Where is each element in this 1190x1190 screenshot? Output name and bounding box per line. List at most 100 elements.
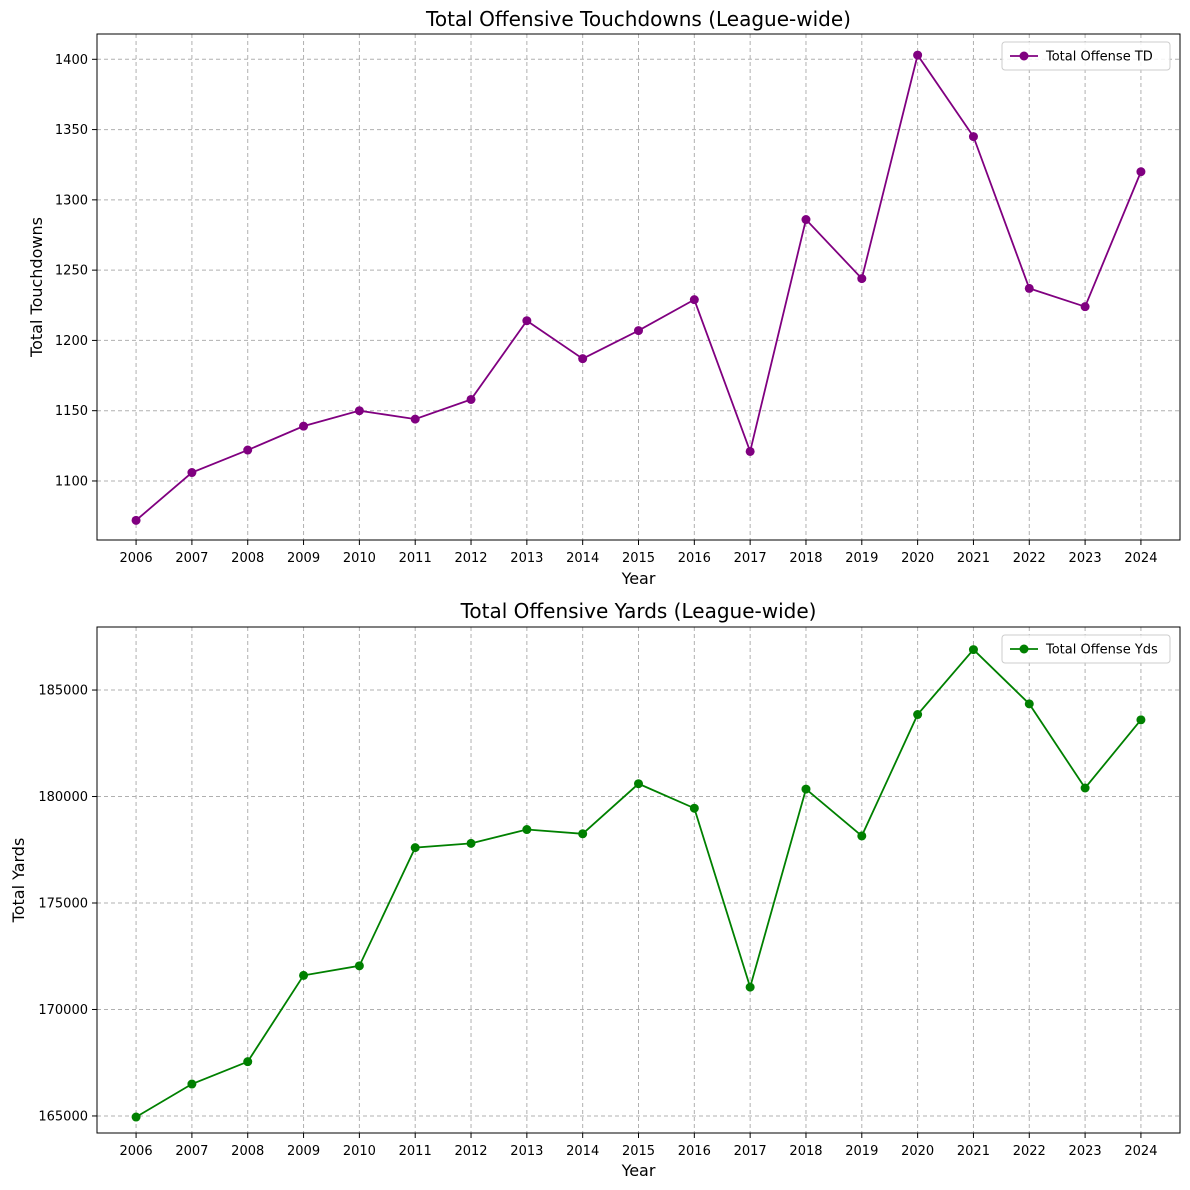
x-tick-label: 2007: [175, 551, 208, 566]
x-tick-label: 2021: [957, 551, 990, 566]
x-tick-label: 2015: [622, 551, 655, 566]
y-tick-label: 180000: [38, 790, 88, 805]
data-point: [187, 1079, 197, 1089]
data-point: [968, 645, 978, 655]
x-tick-label: 2024: [1124, 1144, 1157, 1159]
y-tick-label: 165000: [38, 1109, 88, 1124]
x-tick-label: 2013: [510, 551, 543, 566]
x-tick-label: 2006: [120, 551, 153, 566]
data-point: [466, 838, 476, 848]
y-tick-label: 1150: [55, 404, 88, 419]
y-axis-label: Total Touchdowns: [27, 217, 46, 358]
x-tick-label: 2014: [566, 1144, 599, 1159]
x-tick-label: 2012: [454, 1144, 487, 1159]
data-point: [913, 50, 923, 60]
x-tick-label: 2016: [678, 551, 711, 566]
data-point: [578, 354, 588, 364]
data-point: [243, 1057, 253, 1067]
x-tick-label: 2014: [566, 551, 599, 566]
x-tick-label: 2024: [1124, 551, 1157, 566]
data-point: [410, 414, 420, 424]
y-tick-label: 1250: [55, 264, 88, 279]
data-point: [634, 779, 643, 789]
x-tick-label: 2023: [1069, 551, 1102, 566]
x-tick-label: 2018: [789, 551, 822, 566]
y-tick-label: 1200: [55, 334, 88, 349]
data-point: [801, 215, 811, 225]
data-point: [689, 803, 699, 813]
y-tick-label: 185000: [38, 684, 88, 699]
x-tick-label: 2011: [399, 551, 432, 566]
y-tick-label: 170000: [38, 1003, 88, 1018]
data-point: [187, 468, 197, 478]
x-tick-label: 2021: [957, 1144, 990, 1159]
chart-title: Total Offensive Touchdowns (League-wide): [425, 7, 851, 31]
data-point: [354, 961, 364, 971]
x-tick-label: 2022: [1013, 1144, 1046, 1159]
data-point: [1136, 167, 1146, 177]
x-tick-label: 2006: [120, 1144, 153, 1159]
data-point: [1024, 699, 1034, 709]
x-tick-label: 2017: [734, 551, 767, 566]
x-axis-label: Year: [621, 1161, 656, 1180]
x-tick-label: 2008: [231, 1144, 264, 1159]
x-tick-label: 2019: [845, 1144, 878, 1159]
y-tick-label: 175000: [38, 897, 88, 912]
x-tick-label: 2011: [399, 1144, 432, 1159]
data-point: [1024, 283, 1034, 293]
legend-label: Total Offense Yds: [1045, 643, 1158, 658]
legend-marker: [1019, 644, 1029, 654]
x-tick-label: 2010: [343, 551, 376, 566]
x-tick-label: 2018: [789, 1144, 822, 1159]
chart-title: Total Offensive Yards (League-wide): [460, 599, 817, 623]
x-tick-label: 2022: [1013, 551, 1046, 566]
data-point: [913, 710, 923, 720]
y-tick-label: 1300: [55, 193, 88, 208]
y-tick-label: 1100: [55, 474, 88, 489]
x-axis-label: Year: [621, 569, 656, 588]
data-point: [857, 274, 867, 284]
data-point: [299, 421, 309, 431]
grid-lines: [97, 627, 1180, 1133]
x-tick-label: 2009: [287, 551, 320, 566]
x-tick-label: 2012: [454, 551, 487, 566]
data-point: [410, 843, 420, 853]
data-point: [857, 831, 867, 841]
y-axis-label: Total Yards: [9, 838, 28, 924]
legend-label: Total Offense TD: [1045, 50, 1153, 65]
data-point: [745, 982, 755, 992]
x-tick-label: 2020: [901, 1144, 934, 1159]
data-point: [522, 316, 532, 326]
data-point: [131, 1112, 141, 1122]
x-tick-label: 2019: [845, 551, 878, 566]
data-point: [131, 515, 141, 525]
x-tick-label: 2023: [1069, 1144, 1102, 1159]
data-point: [968, 132, 978, 142]
data-point: [1080, 783, 1090, 793]
x-tick-label: 2016: [678, 1144, 711, 1159]
legend-marker: [1019, 51, 1029, 61]
legend-box: [1001, 41, 1171, 71]
data-point: [801, 784, 811, 794]
x-tick-label: 2013: [510, 1144, 543, 1159]
x-tick-label: 2010: [343, 1144, 376, 1159]
data-point: [243, 445, 253, 455]
x-tick-label: 2007: [175, 1144, 208, 1159]
chart-panel-2: 2006 2007 2008 2009 2010 2011 2012 2013 2014 2015…: [9, 599, 1181, 1180]
legend: Total Offense TD: [1001, 41, 1171, 71]
x-tick-label: 2015: [622, 1144, 655, 1159]
legend-box: [1001, 634, 1171, 664]
x-tick-label: 2017: [734, 1144, 767, 1159]
data-point: [522, 825, 532, 835]
grid-lines: [97, 34, 1180, 540]
x-tick-label: 2008: [231, 551, 264, 566]
data-point: [634, 326, 643, 336]
data-point: [354, 406, 364, 416]
data-point: [466, 394, 476, 404]
data-point: [745, 446, 755, 456]
legend: Total Offense Yds: [1001, 634, 1171, 664]
data-point: [578, 829, 588, 839]
chart-panel-1: 2006 2007 2008 2009 2010 2011 2012 2013 2014 2015…: [27, 7, 1181, 588]
data-point: [1136, 715, 1146, 725]
